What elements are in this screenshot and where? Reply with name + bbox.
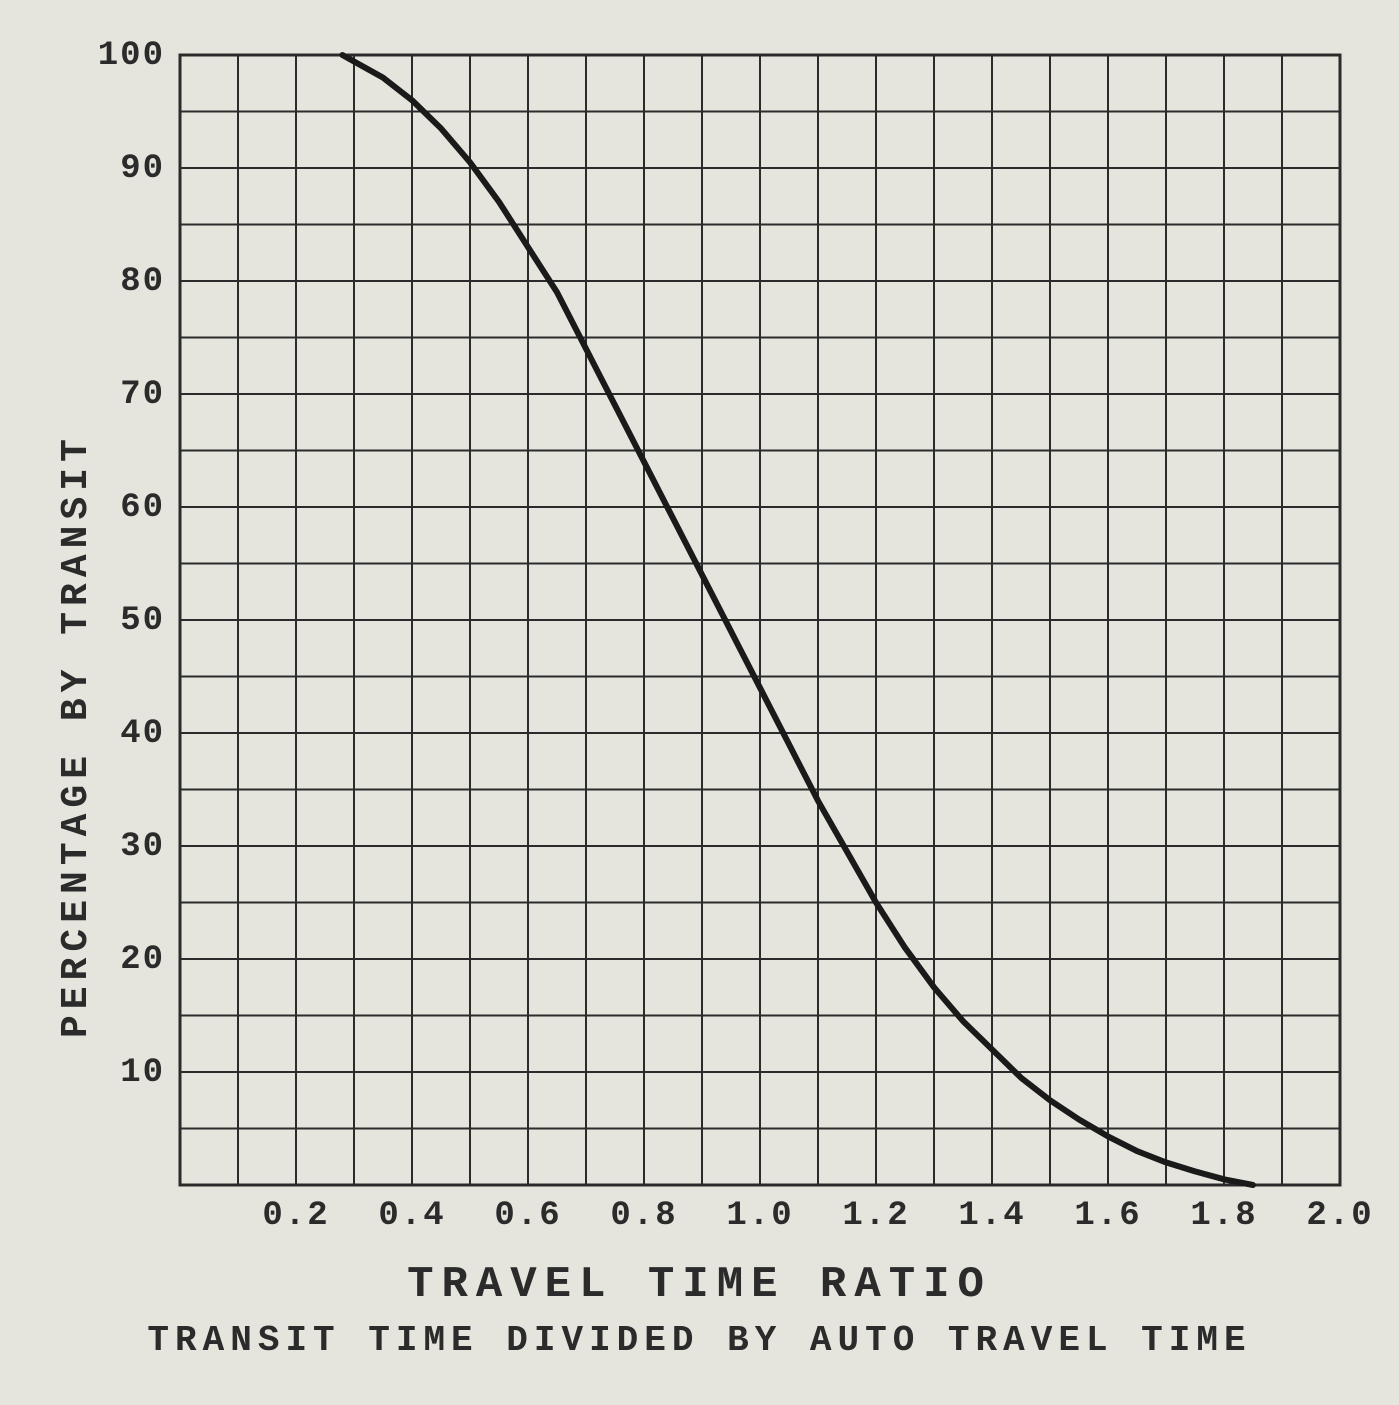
x-tick-label: 0.6 — [488, 1197, 568, 1235]
chart-page: 102030405060708090100 0.20.40.60.81.01.2… — [0, 0, 1399, 1405]
x-axis-label-sub: TRANSIT TIME DIVIDED BY AUTO TRAVEL TIME — [0, 1320, 1399, 1361]
x-axis-label-main: TRAVEL TIME RATIO — [0, 1260, 1399, 1310]
x-tick-label: 0.4 — [372, 1197, 452, 1235]
y-axis-label: PERCENTAGE BY TRANSIT — [55, 433, 98, 1038]
y-tick-label: 80 — [85, 263, 165, 301]
x-tick-label: 2.0 — [1300, 1197, 1380, 1235]
x-tick-label: 1.2 — [836, 1197, 916, 1235]
x-tick-label: 1.4 — [952, 1197, 1032, 1235]
x-tick-label: 1.0 — [720, 1197, 800, 1235]
x-tick-label: 1.8 — [1184, 1197, 1264, 1235]
y-tick-label: 100 — [85, 37, 165, 75]
y-tick-label: 90 — [85, 150, 165, 188]
x-tick-label: 0.2 — [256, 1197, 336, 1235]
x-tick-label: 0.8 — [604, 1197, 684, 1235]
y-tick-label: 10 — [85, 1054, 165, 1092]
chart-svg — [0, 0, 1399, 1405]
y-tick-label: 70 — [85, 376, 165, 414]
x-tick-label: 1.6 — [1068, 1197, 1148, 1235]
